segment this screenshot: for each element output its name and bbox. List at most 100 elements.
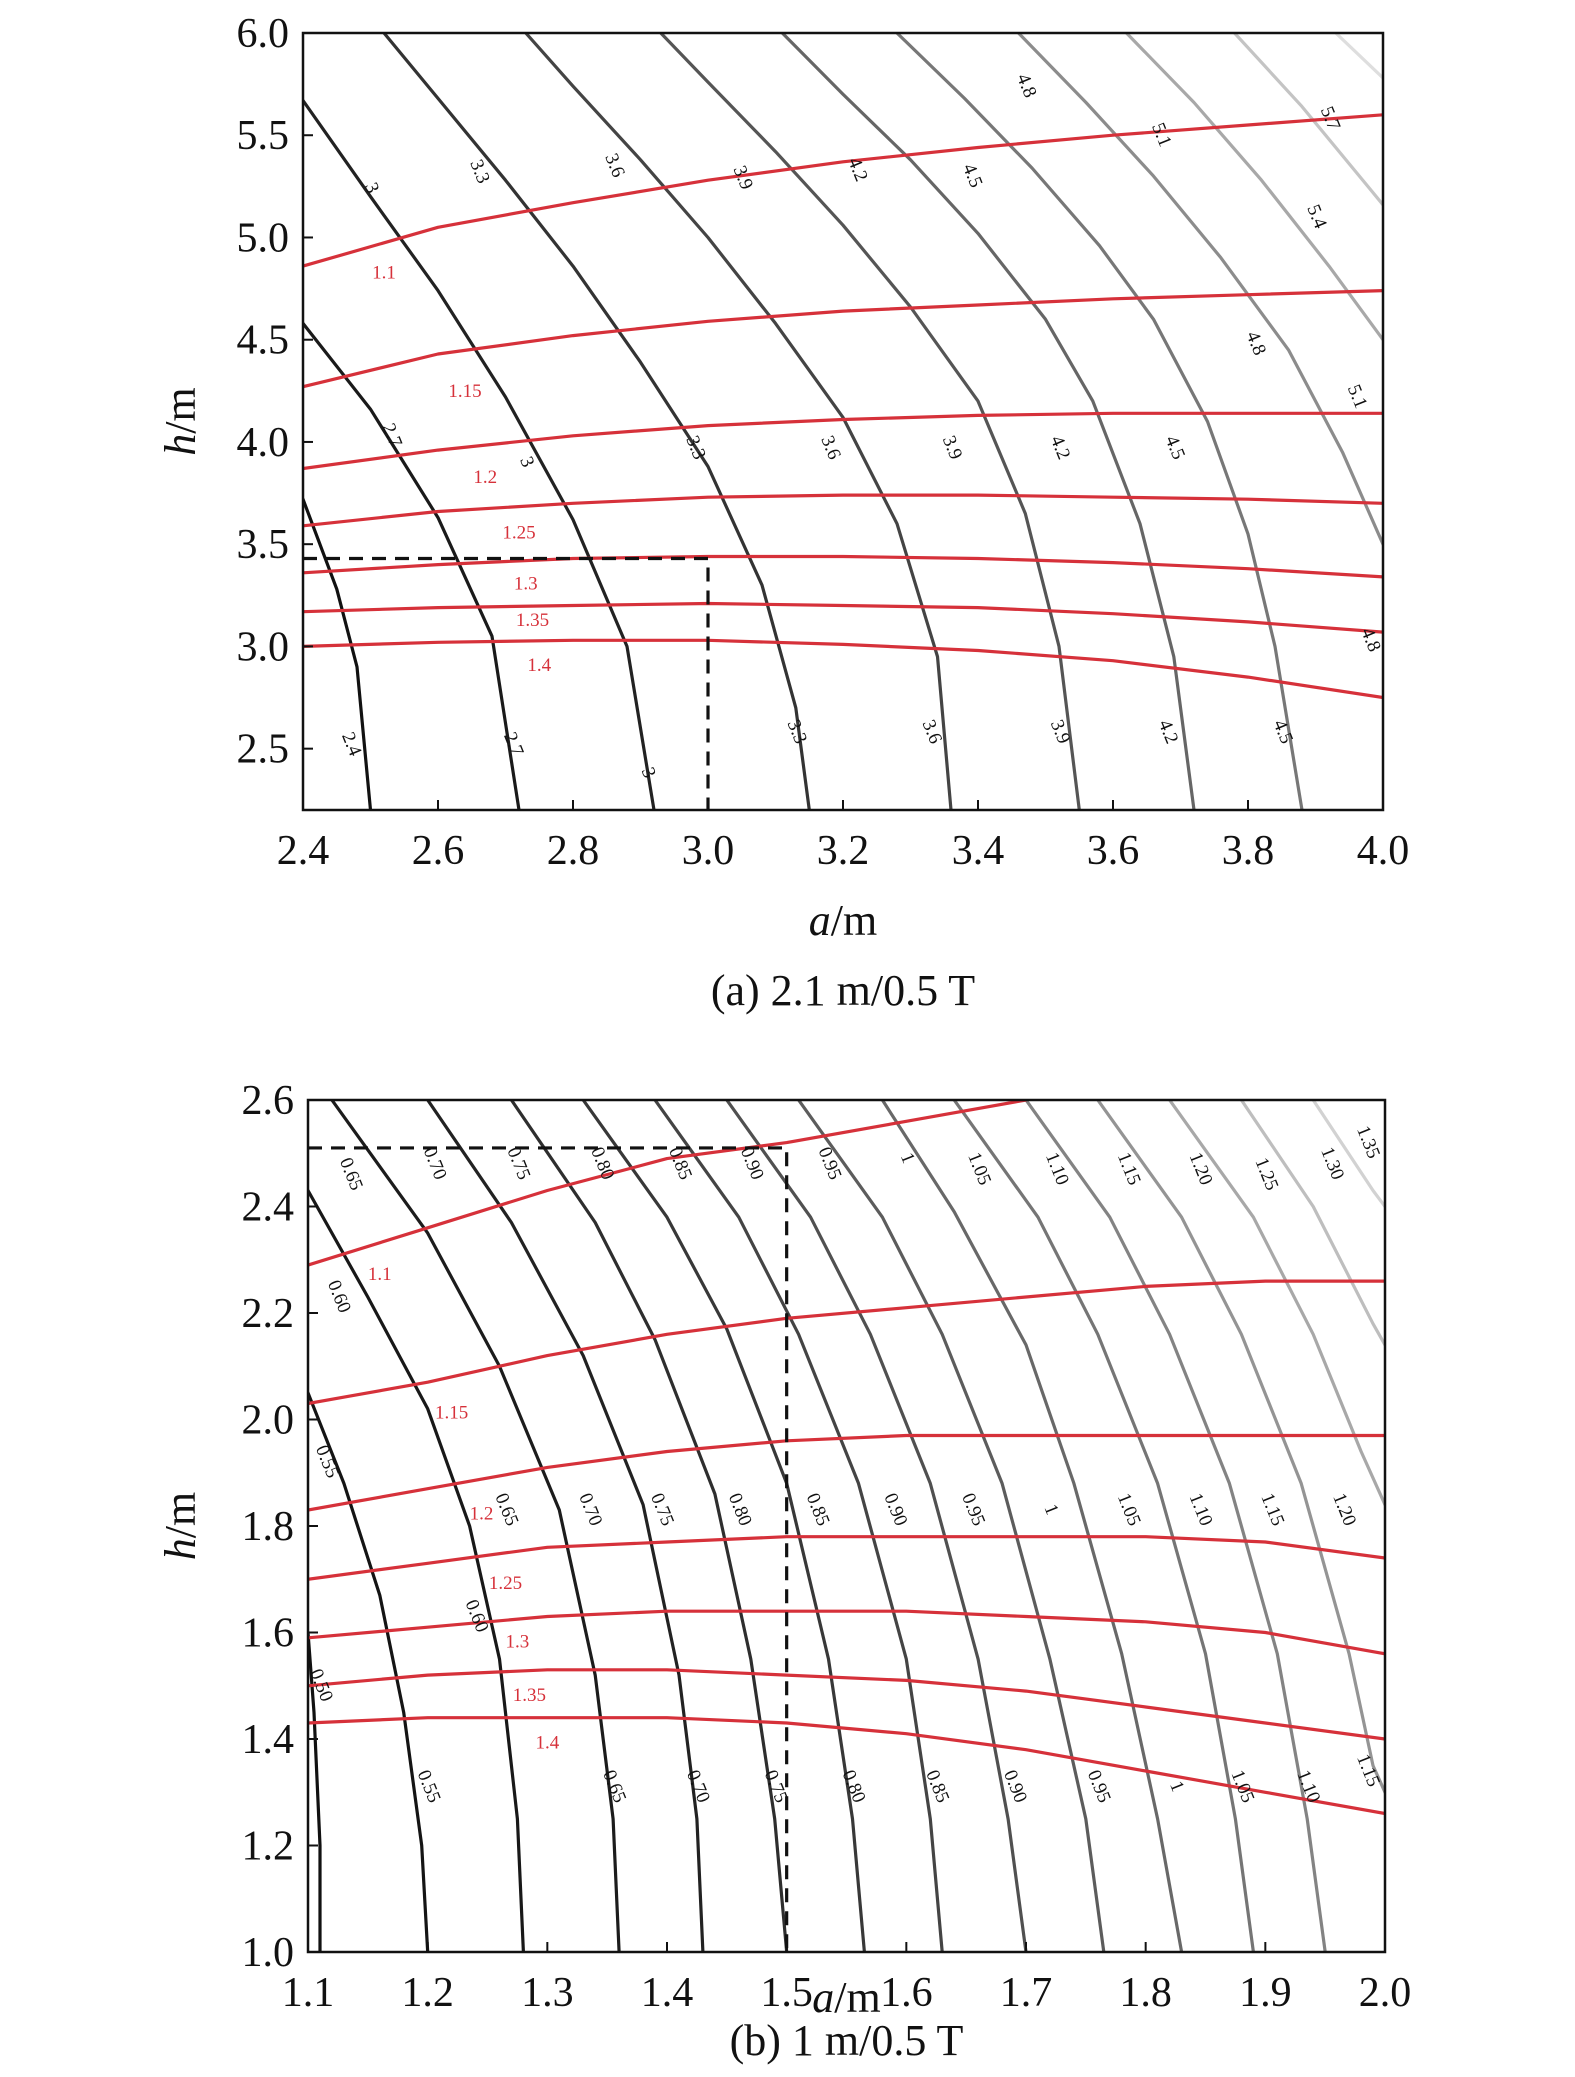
contour-label: 3.3 <box>783 717 811 747</box>
red-contour-line-1.1 <box>303 113 1383 268</box>
contour-line-3.3 <box>382 33 811 810</box>
contour-label: 1 <box>896 1150 919 1167</box>
contour-label: 1.35 <box>1352 1123 1384 1162</box>
contour-line-1.05 <box>952 1100 1255 1952</box>
contour-label: 3.9 <box>729 163 757 193</box>
contour-label: 1.05 <box>1113 1490 1145 1529</box>
x-tick-label: 1.3 <box>521 1970 574 2016</box>
x-tick-label: 1.5 <box>760 1970 813 2016</box>
contour-line-2.4 <box>303 497 373 810</box>
contour-label: 0.65 <box>598 1767 630 1806</box>
contour-line-0.95 <box>797 1100 1106 1952</box>
contour-line-0.85 <box>653 1100 944 1952</box>
contour-line-3.6 <box>524 33 953 810</box>
x-axis-var: a <box>809 896 831 945</box>
contour-label: 1.30 <box>1316 1144 1348 1183</box>
contour-label: 1.05 <box>963 1149 995 1188</box>
x-tick-label: 3.2 <box>817 828 870 874</box>
contour-line-1.30 <box>1311 1100 1385 1209</box>
contour-label: 2.7 <box>499 729 527 759</box>
contour-label: 0.55 <box>413 1767 445 1806</box>
y-tick-label: 3.5 <box>237 522 290 568</box>
contour-line-4.2 <box>780 33 1196 810</box>
plot-area: 2.42.72.73333.33.33.33.63.63.63.93.93.94… <box>303 33 1383 810</box>
red-contour-label: 1.35 <box>516 610 549 631</box>
contour-line-3.9 <box>659 33 1081 810</box>
contour-line-1.25 <box>1239 1100 1385 1347</box>
red-contour-label: 1.2 <box>470 1504 494 1525</box>
x-tick-label: 1.9 <box>1239 1970 1292 2016</box>
contour-label: 0.75 <box>646 1490 678 1529</box>
red-contour-label: 1.4 <box>527 655 551 676</box>
x-tick-label: 3.6 <box>1087 828 1140 874</box>
red-contour-line-1.2 <box>303 411 1383 471</box>
panel-b: 0.500.550.550.600.600.650.650.650.700.70… <box>156 1078 1411 2065</box>
y-tick-label: 2.4 <box>242 1185 295 1231</box>
contour-label: 0.95 <box>814 1144 846 1183</box>
contour-line-0.75 <box>509 1100 789 1952</box>
contour-label: 1.20 <box>1328 1490 1360 1529</box>
y-axis-unit: /m <box>156 1492 205 1538</box>
red-contour-label: 1.15 <box>448 381 481 402</box>
contour-label: 1.10 <box>1292 1767 1324 1806</box>
contour-line-5.4 <box>1232 33 1383 207</box>
contour-line-0.55 <box>308 1391 430 1952</box>
plot-frame <box>301 31 1385 812</box>
y-tick-label: 3.0 <box>237 624 290 670</box>
y-tick-label: 2.5 <box>237 727 290 773</box>
x-tick-label: 1.2 <box>401 1970 454 2016</box>
contour-label: 0.55 <box>311 1442 343 1481</box>
x-tick-label: 4.0 <box>1357 828 1410 874</box>
contour-label: 0.75 <box>503 1144 535 1183</box>
red-contour-line-1.4 <box>303 638 1383 700</box>
red-contour-label: 1.35 <box>513 1685 546 1706</box>
red-contour-label: 1.1 <box>368 1264 392 1285</box>
contour-line-1.10 <box>1024 1100 1327 1952</box>
red-contour-line-1.25 <box>308 1535 1385 1581</box>
y-tick-label: 1.2 <box>242 1824 295 1870</box>
x-tick-label: 3.4 <box>952 828 1005 874</box>
y-tick-label: 1.6 <box>242 1611 295 1657</box>
y-tick-label: 4.0 <box>237 420 290 466</box>
y-tick-label: 1.4 <box>242 1717 295 1763</box>
red-contour-line-1.1 <box>308 1100 1028 1267</box>
contour-line-0.90 <box>725 1100 1028 1952</box>
red-contour-line-1.35 <box>303 601 1383 634</box>
red-contour-label: 1.3 <box>514 573 538 594</box>
y-tick-label: 6.0 <box>237 11 290 57</box>
x-axis-unit: /m <box>834 1973 880 2022</box>
contour-label: 3.6 <box>816 433 844 463</box>
y-axis-title: h/m <box>156 1492 205 1560</box>
contour-label: 1.20 <box>1185 1149 1217 1188</box>
x-tick-label: 1.7 <box>1000 1970 1053 2016</box>
contour-line-0.80 <box>581 1100 866 1952</box>
contour-label: 0.70 <box>682 1767 714 1806</box>
contour-label: 1.15 <box>1352 1751 1384 1790</box>
contour-label: 5.1 <box>1343 382 1371 412</box>
contour-label: 4.2 <box>1046 433 1074 463</box>
y-tick-label: 1.0 <box>242 1930 295 1976</box>
red-contour-label: 1.25 <box>502 522 535 543</box>
contour-label: 1.15 <box>1113 1149 1145 1188</box>
dashed-guide-line <box>308 1146 789 1952</box>
y-tick-label: 2.0 <box>242 1398 295 1444</box>
x-tick-label: 2.0 <box>1359 1970 1412 2016</box>
contour-label: 4.8 <box>1012 71 1040 101</box>
contour-label: 5.1 <box>1147 120 1175 150</box>
y-axis-var: h <box>156 434 205 456</box>
red-contour-label: 1.4 <box>535 1733 559 1754</box>
contour-label: 0.65 <box>491 1490 523 1529</box>
red-contour-line-1.2 <box>308 1433 1385 1512</box>
contour-line-1.20 <box>1168 1100 1385 1507</box>
x-axis-unit: /m <box>831 896 877 945</box>
contour-label: 3 <box>515 454 538 471</box>
red-contour-label: 1.3 <box>506 1632 530 1653</box>
contour-label: 0.70 <box>419 1144 451 1183</box>
contour-label: 3.6 <box>600 151 628 181</box>
contour-label: 0.95 <box>957 1490 989 1529</box>
contour-label: 1.10 <box>1185 1490 1217 1529</box>
contour-label: 2.4 <box>337 729 366 759</box>
y-tick-label: 2.2 <box>242 1291 295 1337</box>
y-tick-label: 2.6 <box>242 1078 295 1124</box>
contour-label: 4.5 <box>1161 433 1189 463</box>
